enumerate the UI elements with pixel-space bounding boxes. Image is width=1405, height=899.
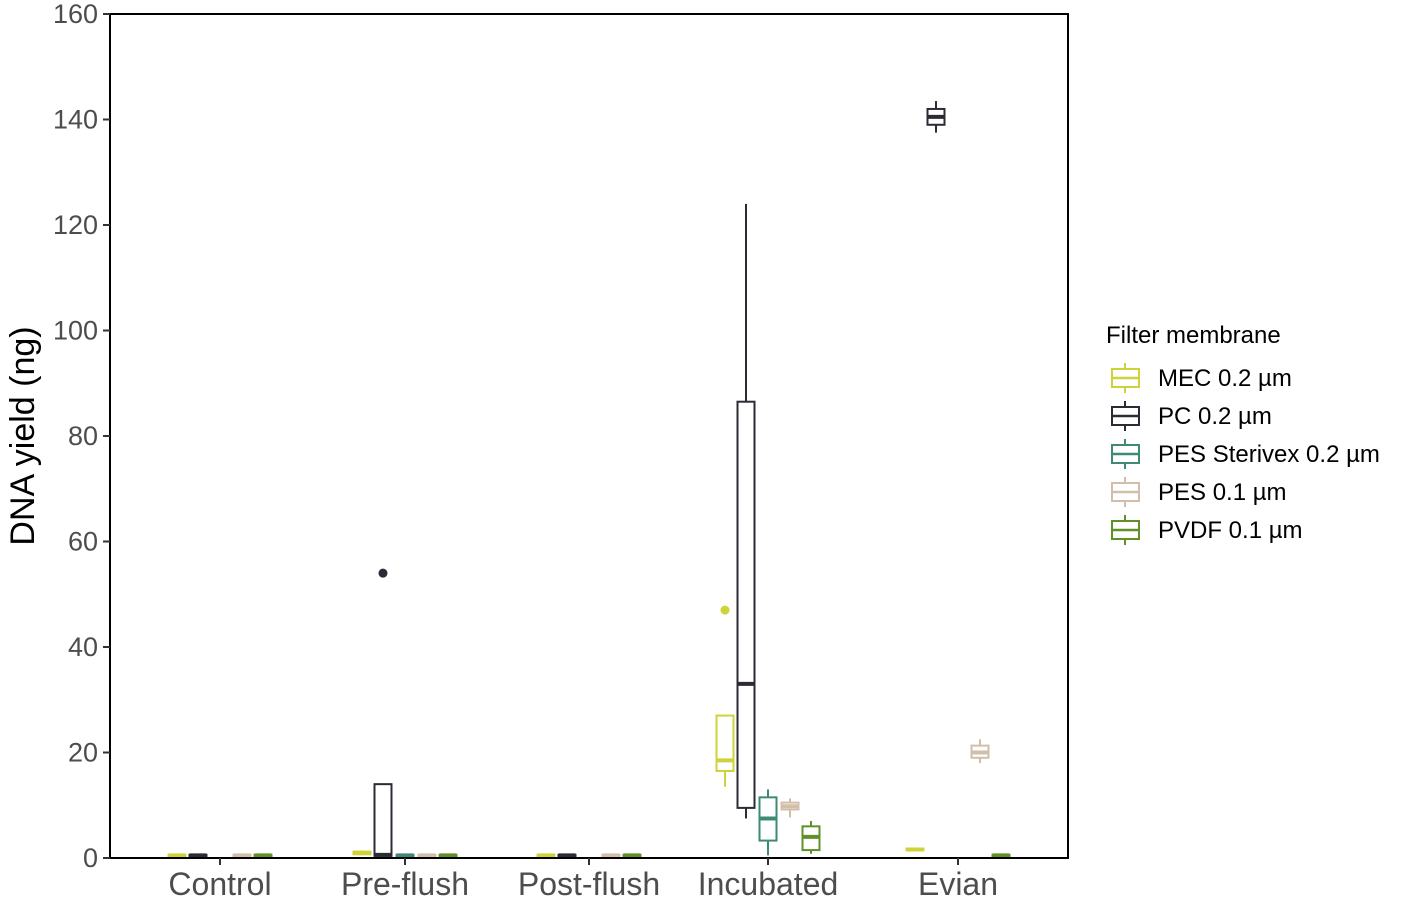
y-tick-label: 80 bbox=[68, 421, 98, 451]
y-tick-label: 100 bbox=[53, 316, 98, 346]
box-incubated bbox=[736, 203, 756, 819]
box-post-flush bbox=[536, 853, 556, 858]
y-tick-label: 20 bbox=[68, 738, 98, 768]
box-pre-flush bbox=[417, 853, 437, 858]
x-tick-label: Incubated bbox=[698, 866, 839, 899]
box-incubated bbox=[780, 798, 800, 818]
box-pre-flush bbox=[395, 853, 415, 858]
legend-title: Filter membrane bbox=[1106, 322, 1281, 349]
series-group bbox=[232, 739, 990, 858]
legend-item: PES 0.1 µm bbox=[1111, 477, 1287, 507]
legend-label: MEC 0.2 µm bbox=[1158, 365, 1292, 392]
box-incubated bbox=[758, 789, 778, 856]
y-axis-title: DNA yield (ng) bbox=[4, 326, 42, 545]
y-tick-label: 0 bbox=[83, 843, 98, 873]
legend-item: PES Sterivex 0.2 µm bbox=[1111, 439, 1380, 469]
plot-panel-border bbox=[109, 13, 1069, 859]
box-evian bbox=[970, 739, 990, 764]
box-post-flush bbox=[557, 853, 577, 858]
box-body bbox=[715, 714, 735, 772]
x-tick-label: Control bbox=[168, 866, 271, 899]
legend-item: MEC 0.2 µm bbox=[1111, 363, 1292, 393]
box-incubated bbox=[801, 821, 821, 854]
box-post-flush bbox=[601, 853, 621, 858]
box-control bbox=[188, 853, 208, 858]
y-axis: 0 20 40 60 80 100 120 140 160 bbox=[53, 0, 110, 873]
outlier-point bbox=[720, 605, 730, 615]
y-tick-label: 120 bbox=[53, 210, 98, 240]
series-group bbox=[395, 789, 778, 858]
series-group bbox=[253, 821, 1011, 858]
box-body bbox=[373, 783, 393, 857]
box-control bbox=[253, 853, 273, 858]
legend-label: PES 0.1 µm bbox=[1158, 479, 1287, 506]
box-evian bbox=[926, 101, 946, 133]
legend-label: PVDF 0.1 µm bbox=[1158, 517, 1303, 544]
y-tick-label: 160 bbox=[53, 0, 98, 29]
box-incubated bbox=[715, 605, 735, 787]
box-pre-flush bbox=[373, 568, 393, 857]
box-control bbox=[232, 853, 252, 858]
x-axis: Control Pre-flush Post-flush Incubated Evian bbox=[168, 858, 998, 899]
x-tick-label: Pre-flush bbox=[341, 866, 469, 899]
box-pre-flush bbox=[352, 850, 372, 856]
y-tick-label: 140 bbox=[53, 105, 98, 135]
x-tick-label: Evian bbox=[918, 866, 998, 899]
box-pre-flush bbox=[438, 853, 458, 858]
series-group bbox=[188, 101, 946, 858]
legend-label: PES Sterivex 0.2 µm bbox=[1158, 441, 1380, 468]
box-post-flush bbox=[622, 853, 642, 858]
legend-label: PC 0.2 µm bbox=[1158, 403, 1272, 430]
legend-items: MEC 0.2 µm PC 0.2 µm PES Sterivex 0.2 µm PE… bbox=[1111, 363, 1380, 545]
plot-marks bbox=[167, 101, 1011, 858]
x-tick-label: Post-flush bbox=[518, 866, 660, 899]
y-tick-label: 60 bbox=[68, 527, 98, 557]
outlier-point bbox=[378, 568, 388, 578]
box-evian bbox=[991, 853, 1011, 858]
y-tick-label: 40 bbox=[68, 632, 98, 662]
box-body bbox=[736, 400, 756, 809]
series-group bbox=[167, 605, 925, 858]
legend-item: PC 0.2 µm bbox=[1111, 401, 1272, 431]
legend: Filter membrane MEC 0.2 µm PC 0.2 µm PES S… bbox=[1106, 322, 1380, 545]
box-control bbox=[167, 853, 187, 858]
box-evian bbox=[905, 847, 925, 852]
legend-item: PVDF 0.1 µm bbox=[1111, 515, 1303, 545]
